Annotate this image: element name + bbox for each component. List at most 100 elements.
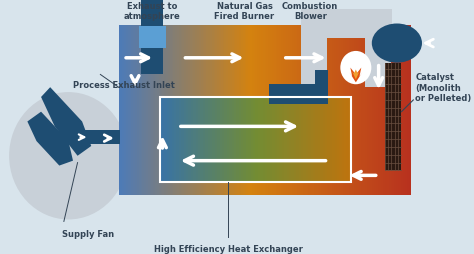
Bar [172, 98, 174, 183]
Bar [124, 26, 127, 195]
Bar [409, 26, 411, 195]
Bar [263, 98, 265, 183]
Bar [282, 98, 285, 183]
Bar [217, 26, 219, 195]
Bar [365, 10, 391, 88]
Bar [290, 26, 292, 195]
Bar [222, 98, 225, 183]
Bar [255, 26, 258, 195]
Text: Catalyst
(Monolith
or Pelleted): Catalyst (Monolith or Pelleted) [415, 73, 471, 103]
Text: Natural Gas
Fired Burner: Natural Gas Fired Burner [214, 2, 274, 21]
Bar [270, 98, 273, 183]
Bar [307, 26, 309, 195]
Bar [330, 26, 333, 195]
Bar [257, 26, 260, 195]
Bar [174, 98, 177, 183]
Bar [186, 26, 188, 195]
Bar [159, 26, 161, 195]
Bar [139, 26, 141, 195]
Bar [322, 98, 325, 183]
Bar [153, 26, 155, 195]
Bar [323, 26, 325, 195]
Bar [172, 26, 174, 195]
Bar [292, 26, 294, 195]
Bar [341, 26, 344, 195]
Bar [191, 98, 194, 183]
Bar [142, 26, 145, 195]
Bar [203, 98, 206, 183]
Bar [264, 26, 267, 195]
Bar [372, 26, 374, 195]
Bar [186, 98, 189, 183]
Bar [155, 26, 157, 195]
Bar [219, 26, 221, 195]
Bar [343, 26, 346, 195]
Bar [228, 26, 230, 195]
Bar [400, 26, 402, 195]
Bar [193, 98, 196, 183]
Bar [139, 27, 166, 49]
Bar [313, 98, 316, 183]
Bar [258, 98, 261, 183]
Bar [272, 98, 275, 183]
Bar [283, 26, 285, 195]
Bar [167, 98, 170, 183]
Bar [296, 98, 299, 183]
Bar [303, 26, 305, 195]
Bar [345, 26, 347, 195]
Bar [237, 26, 239, 195]
Bar [263, 26, 265, 195]
Bar [175, 26, 177, 195]
Bar [118, 26, 121, 195]
Bar [231, 98, 234, 183]
Bar [403, 26, 406, 195]
Bar [195, 26, 198, 195]
Bar [337, 26, 340, 195]
Bar [396, 26, 398, 195]
Bar [383, 26, 385, 195]
Bar [166, 26, 168, 195]
Bar [303, 98, 306, 183]
Bar [298, 26, 300, 195]
Bar [380, 26, 382, 195]
Bar [385, 26, 387, 195]
Bar [273, 26, 276, 195]
Bar [128, 26, 130, 195]
Bar [301, 17, 327, 104]
Bar [181, 98, 184, 183]
Bar [279, 26, 282, 195]
Bar [183, 98, 186, 183]
Bar [135, 26, 137, 195]
Bar [270, 26, 273, 195]
Bar [274, 98, 277, 183]
Bar [382, 26, 383, 195]
Bar [254, 26, 256, 195]
Bar [269, 85, 317, 104]
Bar [275, 26, 278, 195]
Bar [202, 26, 205, 195]
Bar [309, 26, 310, 195]
Bar [201, 26, 203, 195]
Bar [255, 98, 258, 183]
Bar [272, 26, 274, 195]
Bar [369, 26, 371, 195]
Bar [266, 26, 269, 195]
Bar [248, 98, 251, 183]
Bar [215, 26, 218, 195]
Bar [314, 26, 316, 195]
Bar [320, 98, 323, 183]
Bar [261, 26, 263, 195]
Bar [321, 26, 323, 195]
Bar [337, 98, 340, 183]
Bar [146, 26, 148, 195]
Bar [241, 98, 244, 183]
Bar [210, 98, 213, 183]
Bar [173, 26, 176, 195]
Bar [215, 98, 218, 183]
Bar [164, 26, 166, 195]
Bar [219, 98, 222, 183]
Bar [407, 26, 409, 195]
Bar [367, 26, 369, 195]
Bar [281, 26, 283, 195]
Bar [286, 26, 289, 195]
